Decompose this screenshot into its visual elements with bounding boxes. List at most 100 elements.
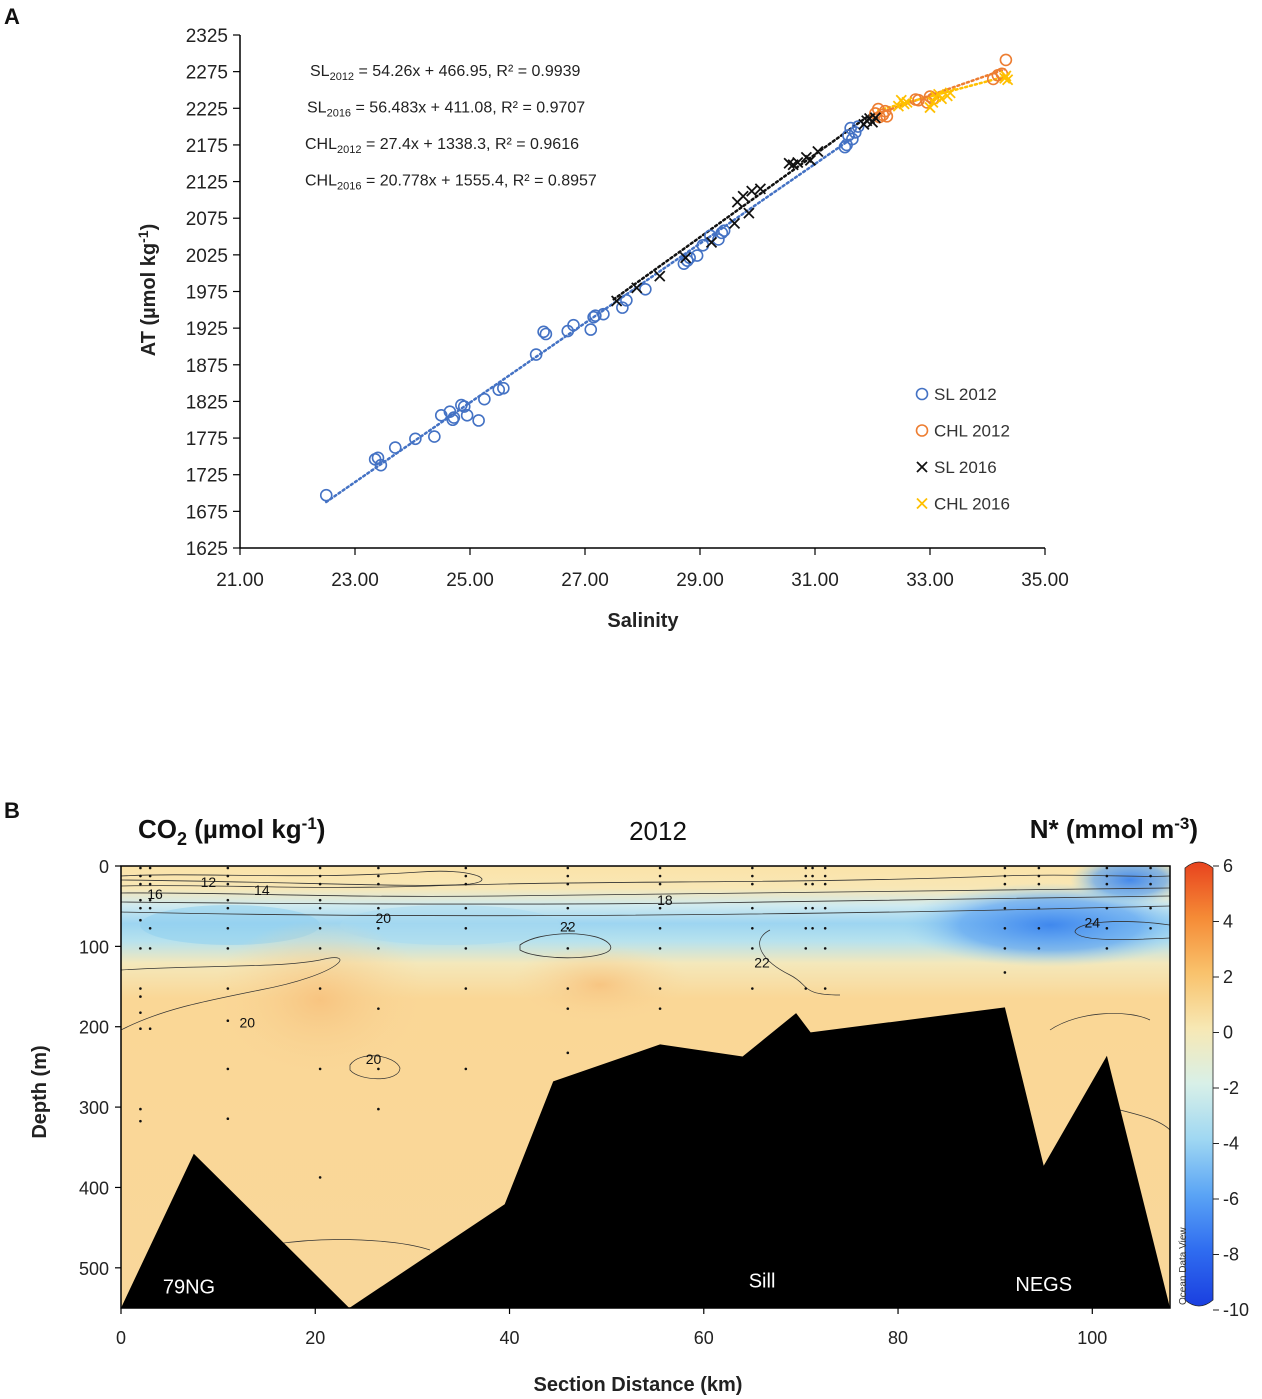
y-tick-label-a: 2125 bbox=[186, 173, 228, 194]
station-dot bbox=[1003, 866, 1007, 870]
data-point bbox=[683, 251, 696, 265]
station-dot bbox=[226, 947, 230, 950]
data-point bbox=[460, 409, 474, 422]
station-dot bbox=[823, 926, 827, 930]
station-dot bbox=[823, 987, 827, 990]
legend-label: SL 2012 bbox=[934, 385, 997, 404]
station-dot bbox=[148, 1027, 152, 1031]
x-tick-label-a: 21.00 bbox=[216, 570, 264, 591]
station-dot bbox=[377, 1107, 380, 1111]
data-point bbox=[319, 488, 333, 502]
station-dot bbox=[318, 987, 322, 990]
regression-equation: CHL2012 = 27.4x + 1338.3, R² = 0.9616 bbox=[305, 136, 579, 156]
station-dot bbox=[658, 874, 662, 878]
legend-item: CHL 2012 bbox=[915, 422, 1010, 441]
data-point bbox=[746, 185, 758, 197]
station-dot bbox=[148, 947, 152, 950]
station-dot bbox=[751, 882, 754, 886]
y-tick-label-a: 1925 bbox=[186, 319, 228, 340]
data-point bbox=[371, 451, 385, 465]
region-label: 79NG bbox=[163, 1276, 215, 1298]
data-point bbox=[935, 93, 948, 105]
station-dot bbox=[1003, 926, 1007, 930]
station-dot bbox=[464, 947, 468, 950]
x-tick-label-a: 33.00 bbox=[906, 570, 954, 591]
station-dot bbox=[464, 866, 468, 870]
plot-a-points bbox=[319, 53, 1014, 502]
colorbar-tick-label: -6 bbox=[1223, 1189, 1239, 1209]
y-axis-title-b: Depth (m) bbox=[29, 1045, 51, 1138]
colorbar-scale bbox=[1184, 861, 1214, 1307]
data-point bbox=[529, 348, 543, 361]
data-point bbox=[705, 236, 718, 249]
station-dot bbox=[318, 1176, 322, 1179]
station-dot bbox=[318, 947, 322, 950]
regression-equation: SL2012 = 54.26x + 466.95, R² = 0.9939 bbox=[310, 63, 581, 83]
data-point bbox=[639, 283, 652, 296]
station-dot bbox=[658, 926, 662, 930]
station-dot bbox=[1149, 926, 1152, 930]
station-dot bbox=[226, 874, 230, 878]
colorbar-tick-label: 6 bbox=[1223, 856, 1233, 876]
station-dot bbox=[566, 926, 570, 930]
data-point bbox=[616, 301, 629, 314]
y-tick-label-a: 2075 bbox=[186, 209, 228, 230]
station-dot bbox=[148, 926, 152, 930]
contour-label: 20 bbox=[366, 1051, 382, 1067]
data-point bbox=[924, 101, 936, 114]
data-point bbox=[472, 414, 485, 427]
regression-equations: SL2012 = 54.26x + 466.95, R² = 0.9939 SL2… bbox=[305, 63, 597, 193]
data-point bbox=[589, 309, 602, 322]
station-dot bbox=[1149, 882, 1152, 886]
station-dot bbox=[464, 906, 468, 910]
station-dot bbox=[811, 926, 814, 930]
data-point bbox=[388, 441, 402, 454]
station-dot bbox=[658, 882, 662, 886]
x-tick-label-a: 35.00 bbox=[1021, 570, 1069, 591]
x-axis-title-a: Salinity bbox=[607, 610, 679, 632]
colorbar-tick-label: -10 bbox=[1223, 1300, 1249, 1320]
station-dot bbox=[139, 1119, 142, 1123]
data-point bbox=[717, 224, 731, 237]
data-point bbox=[869, 112, 882, 124]
data-point bbox=[478, 392, 491, 406]
station-dot bbox=[139, 995, 142, 998]
station-dot bbox=[811, 874, 814, 878]
y-tick-label-a: 2225 bbox=[186, 99, 228, 120]
station-dot bbox=[1003, 971, 1007, 974]
data-point bbox=[728, 217, 741, 229]
regression-equation: SL2016 = 56.483x + 411.08, R² = 0.9707 bbox=[307, 100, 585, 120]
data-point bbox=[712, 233, 725, 246]
legend-label: CHL 2012 bbox=[934, 422, 1010, 441]
station-dot bbox=[804, 906, 808, 910]
co2-label: CO2 (µmol kg-1) bbox=[138, 814, 325, 849]
contour-label: 22 bbox=[560, 918, 576, 934]
plot-a-axes: 1625 1675 1725 1775 1825 1875 1925 1975 2025 2075… bbox=[186, 26, 1069, 591]
station-dot bbox=[566, 906, 570, 910]
data-point bbox=[792, 156, 804, 169]
y-tick-label-a: 1775 bbox=[186, 429, 228, 450]
station-dot bbox=[751, 947, 754, 950]
station-dot bbox=[1105, 926, 1109, 930]
station-dot bbox=[658, 1007, 662, 1010]
station-dot bbox=[318, 926, 322, 930]
station-dot bbox=[226, 898, 230, 902]
data-point bbox=[567, 318, 580, 332]
data-point bbox=[409, 432, 422, 446]
x-tick-label-b: 80 bbox=[888, 1328, 908, 1348]
data-point bbox=[497, 381, 510, 395]
scatter-plot-a: 1625 1675 1725 1775 1825 1875 1925 1975 2025 2075… bbox=[186, 26, 1069, 591]
data-point bbox=[944, 87, 956, 99]
station-dot bbox=[566, 866, 570, 870]
x-tick-label-b: 100 bbox=[1077, 1328, 1107, 1348]
station-dot bbox=[139, 898, 142, 902]
data-point bbox=[812, 145, 824, 158]
panel-letter-a: A bbox=[4, 4, 20, 29]
colorbar-tick-label: 2 bbox=[1223, 967, 1233, 987]
data-point bbox=[1001, 74, 1014, 86]
y-tick-label-a: 2025 bbox=[186, 246, 228, 267]
station-dot bbox=[658, 947, 662, 950]
x-tick-label-b: 20 bbox=[305, 1328, 325, 1348]
station-dot bbox=[226, 987, 230, 990]
nstar-label: N* (mmol m-3) bbox=[1030, 814, 1198, 844]
